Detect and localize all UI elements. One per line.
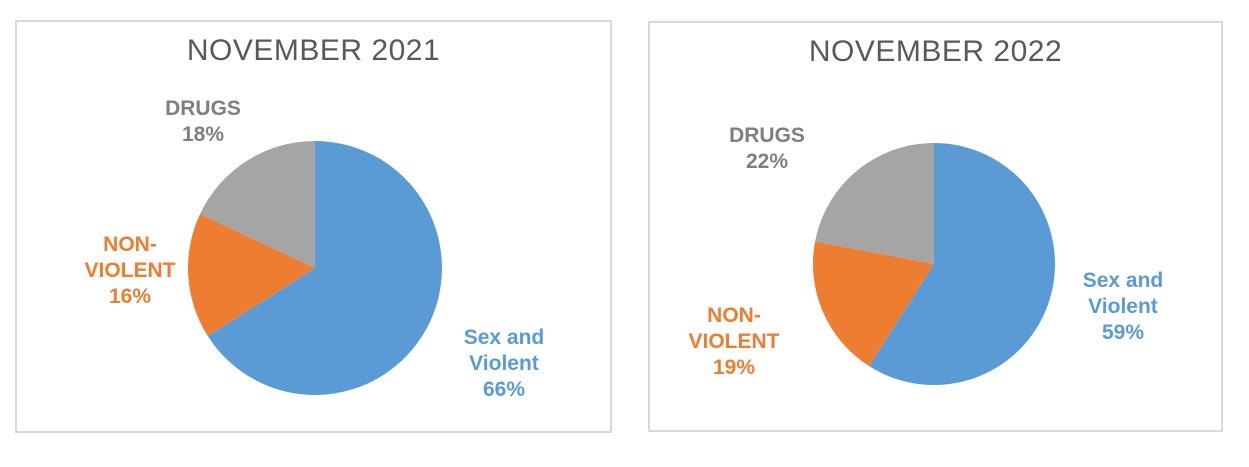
slice-label-sex-and-violent-2021: Sex and Violent 66%	[464, 325, 545, 403]
pie-chart-2021	[188, 141, 442, 396]
slice-label-drugs-2022: DRUGS 22%	[729, 123, 805, 175]
slice-label-line: 22%	[745, 150, 789, 173]
slice-label-line: Sex and	[463, 326, 545, 349]
pie-slice-non-violent	[812, 241, 934, 367]
pie-slice-drugs	[815, 143, 934, 264]
slice-label-line: NON-	[707, 304, 761, 327]
chart-panel-november-2022: NOVEMBER 2022 DRUGS 22% NON- VIOLENT 19% Se…	[648, 21, 1223, 432]
slice-label-line: Sex and	[1082, 269, 1164, 292]
slice-label-line: DRUGS	[165, 97, 241, 120]
pie-slice-non-violent	[188, 213, 315, 337]
slice-label-line: 18%	[181, 123, 225, 146]
chart-title-2021: NOVEMBER 2021	[186, 34, 441, 67]
slice-label-line: 19%	[712, 356, 756, 379]
slice-label-line: VIOLENT	[84, 259, 176, 282]
slice-label-line: NON-	[103, 233, 157, 256]
slice-label-line: 59%	[1101, 321, 1145, 344]
slice-label-line: Violent	[1088, 295, 1158, 318]
slice-label-line: 16%	[108, 285, 152, 308]
pie-slice-drugs	[200, 141, 315, 268]
pie-slice-sex-and-violent	[207, 141, 442, 396]
pie-chart-2022	[812, 143, 1056, 385]
slice-label-line: 66%	[482, 378, 526, 401]
chart-panel-november-2021: NOVEMBER 2021 DRUGS 18% NON- VIOLENT 16% Se…	[15, 20, 612, 433]
pie-slice-sex-and-violent	[869, 143, 1056, 385]
chart-title-2022: NOVEMBER 2022	[808, 35, 1063, 68]
slice-label-sex-and-violent-2022: Sex and Violent 59%	[1083, 268, 1164, 346]
slice-label-line: DRUGS	[729, 124, 805, 147]
slice-label-non-violent-2022: NON- VIOLENT 19%	[688, 303, 779, 381]
slice-label-drugs-2021: DRUGS 18%	[165, 96, 241, 148]
slice-label-line: Violent	[469, 352, 539, 375]
slice-label-line: VIOLENT	[688, 330, 780, 353]
slice-label-non-violent-2021: NON- VIOLENT 16%	[84, 232, 175, 310]
